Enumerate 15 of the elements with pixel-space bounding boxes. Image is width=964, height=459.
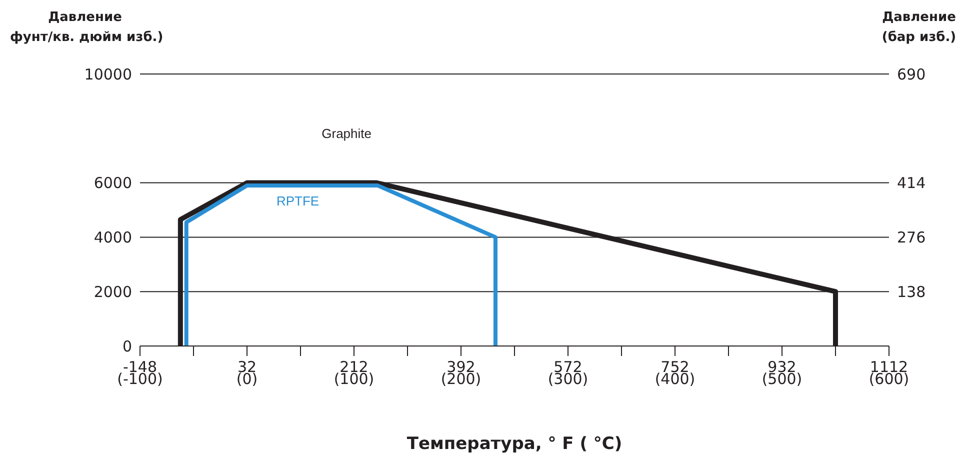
y-tick-label: 6000: [94, 174, 132, 192]
x-axis-title: Температура, ° F ( °C): [406, 434, 624, 454]
y2-tick-label: 276: [897, 228, 926, 247]
y2-tick-label: 138: [897, 282, 926, 301]
y-tick-label: 0: [122, 337, 132, 356]
y2-tick-label: 414: [897, 174, 926, 192]
y-tick-label: 10000: [84, 65, 132, 84]
y-axis-title: Давление фунт/кв. дюйм изб.): [10, 9, 164, 47]
text: Graphite: [322, 126, 372, 141]
line-series: [184, 184, 498, 346]
series-label: RPTFE: [276, 194, 320, 209]
y2-tick-label: 690: [897, 65, 926, 84]
y-tick-label: 2000: [94, 282, 132, 301]
y-tick-label: 4000: [94, 228, 132, 247]
y2-axis-title: Давление (бар изб.): [880, 9, 958, 47]
